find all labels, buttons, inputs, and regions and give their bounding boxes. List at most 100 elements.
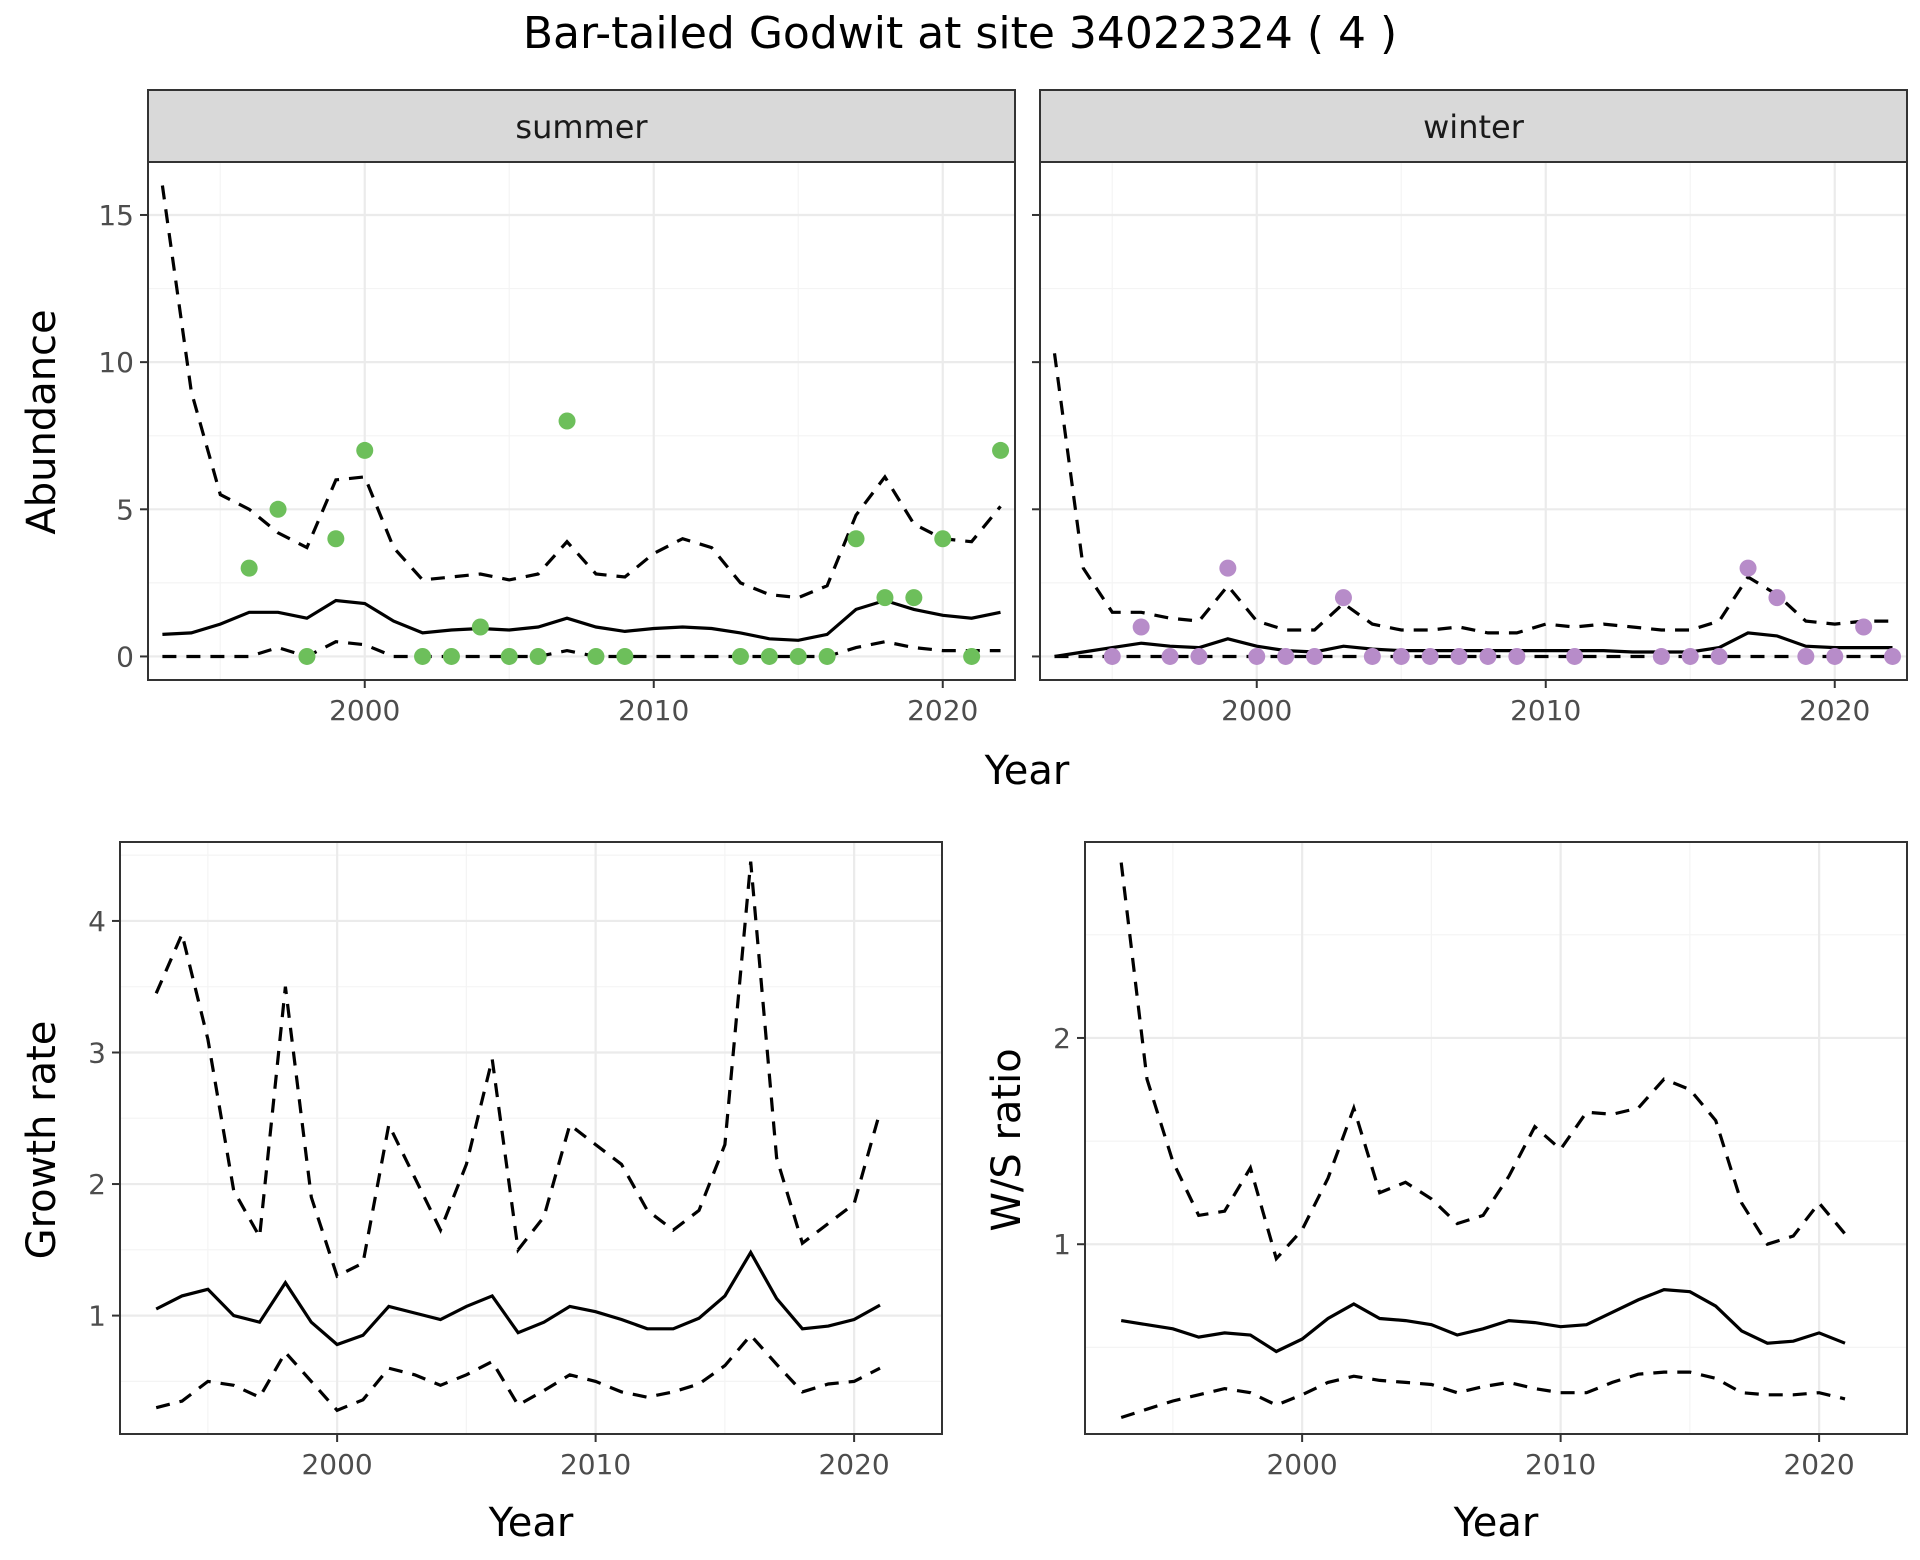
mean-line [1120,1287,1846,1354]
growth-rate-x-axis-title: Year [488,1500,574,1546]
growth-rate-y-axis-title: Growth rate [19,1021,65,1260]
observed-count-point [1508,647,1526,665]
observed-count-point [1681,647,1699,665]
observed-count-point [240,559,258,577]
y-tick-label: 5 [116,493,134,526]
observed-count-point [1450,647,1468,665]
summer-strip-label: summer [515,108,648,146]
observed-count-point [1826,647,1844,665]
observed-count-point [1190,647,1208,665]
abundance-x-axis-title: Year [984,748,1070,794]
x-tick-label: 2020 [907,694,978,727]
upper-bound-line [1119,862,1847,1262]
x-tick-label: 2000 [1266,1448,1337,1481]
y-tick-label: 1 [1053,1228,1071,1261]
observed-count-point [529,647,547,665]
observed-count-point [1363,647,1381,665]
y-tick-label: 0 [116,640,134,673]
x-tick-label: 2010 [1510,694,1581,727]
x-tick-label: 2010 [1525,1448,1596,1481]
panel-background [148,162,1015,680]
x-tick-label: 2000 [301,1448,372,1481]
x-tick-label: 2000 [329,694,400,727]
panel-background [120,842,942,1434]
observed-count-point [1103,647,1121,665]
panel-background [1040,162,1907,680]
abundance-winter-panel: winter 2000 2010 2020 [1032,89,1908,727]
winter-strip [1039,89,1908,163]
panel-background [1085,842,1907,1434]
x-tick-label: 2020 [818,1448,889,1481]
y-tick-label: 2 [88,1168,106,1201]
observed-count-point [760,647,778,665]
y-tick-label: 1 [88,1300,106,1333]
mean-line [155,1249,881,1347]
observed-count-point [731,647,749,665]
ws-ratio-y-axis-title: W/S ratio [984,1048,1030,1231]
observed-count-point [789,647,807,665]
observed-count-point [818,647,836,665]
abundance-summer-panel: summer 2000 2010 2020 0 5 10 15 [98,89,1016,727]
observed-count-point [1479,647,1497,665]
observed-count-point [558,412,576,430]
x-tick-label: 2020 [1783,1448,1854,1481]
observed-count-point [1884,647,1902,665]
observed-count-point [1797,647,1815,665]
observed-count-point [1421,647,1439,665]
abundance-y-axis-title: Abundance [19,309,65,534]
x-tick-label: 2020 [1799,694,1870,727]
observed-count-point [356,441,374,459]
y-tick-label: 2 [1053,1022,1071,1055]
observed-count-point [1132,618,1150,636]
y-tick-label: 4 [88,905,106,938]
observed-count-point [992,441,1010,459]
summer-strip [147,89,1016,163]
observed-count-point [1566,647,1584,665]
y-tick-label: 15 [98,199,134,232]
observed-count-point [876,589,894,607]
y-tick-label: 3 [88,1036,106,1069]
ws-ratio-plot-area: 2000 2010 2020 1 2 [1053,841,1908,1481]
observed-count-point [1392,647,1410,665]
observed-count-point [298,647,316,665]
observed-count-point [1277,647,1295,665]
observed-count-point [327,530,345,548]
observed-count-point [587,647,605,665]
upper-bound-line [160,185,1002,600]
winter-strip-label: winter [1423,108,1525,146]
observed-count-point [905,589,923,607]
observed-count-point [1248,647,1266,665]
observed-count-point [1768,589,1786,607]
ws-ratio-x-axis-title: Year [1453,1500,1539,1546]
observed-count-point [471,618,489,636]
observed-count-point [963,647,981,665]
observed-count-point [847,530,865,548]
observed-count-point [616,647,634,665]
x-tick-label: 2000 [1221,694,1292,727]
figure-title: Bar-tailed Godwit at site 34022324 ( 4 ) [523,8,1397,59]
lower-bound-line [155,1332,881,1413]
lower-bound-line [1120,1370,1846,1420]
mean-line [162,598,1001,642]
observed-count-point [1161,647,1179,665]
growth-rate-plot-area: 2000 2010 2020 1 2 3 4 [88,841,943,1481]
winter-plot-area: 2000 2010 2020 [1032,161,1908,727]
observed-count-point [442,647,460,665]
summer-plot-area: 2000 2010 2020 0 5 10 15 [98,161,1016,727]
observed-count-point [1652,647,1670,665]
panel-border [1084,841,1908,1435]
observed-count-point [1334,589,1352,607]
observed-count-point [1855,618,1873,636]
observed-count-point [934,530,952,548]
mean-line [1054,631,1893,659]
x-tick-label: 2010 [560,1448,631,1481]
upper-bound-line [154,861,882,1279]
upper-bound-line [1052,353,1893,635]
observed-count-point [1710,647,1728,665]
observed-count-point [1219,559,1237,577]
panel-border [119,841,943,1435]
observed-count-point [1739,559,1757,577]
observed-count-point [500,647,518,665]
y-tick-label: 10 [98,346,134,379]
